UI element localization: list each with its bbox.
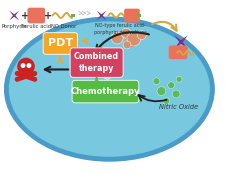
Text: +: + bbox=[21, 11, 29, 21]
Text: NO Donor: NO Donor bbox=[51, 24, 76, 29]
Polygon shape bbox=[9, 11, 19, 20]
FancyBboxPatch shape bbox=[43, 33, 78, 54]
FancyBboxPatch shape bbox=[72, 80, 139, 103]
Ellipse shape bbox=[9, 21, 210, 157]
Circle shape bbox=[157, 87, 166, 95]
Circle shape bbox=[163, 98, 170, 104]
FancyBboxPatch shape bbox=[124, 9, 140, 22]
Circle shape bbox=[27, 63, 31, 68]
Bar bbox=[138, 14, 141, 17]
Circle shape bbox=[176, 76, 182, 82]
Circle shape bbox=[33, 77, 37, 81]
Text: Combined
therapy: Combined therapy bbox=[74, 52, 119, 73]
Circle shape bbox=[123, 41, 131, 49]
Circle shape bbox=[21, 63, 25, 68]
Circle shape bbox=[103, 71, 111, 79]
Text: Ferulic acid: Ferulic acid bbox=[21, 24, 51, 29]
Circle shape bbox=[121, 28, 131, 38]
Circle shape bbox=[15, 77, 19, 81]
Polygon shape bbox=[97, 11, 106, 20]
Circle shape bbox=[98, 64, 105, 71]
Circle shape bbox=[168, 82, 175, 89]
Circle shape bbox=[137, 31, 146, 40]
Polygon shape bbox=[174, 35, 188, 49]
Circle shape bbox=[15, 71, 19, 76]
Circle shape bbox=[153, 78, 160, 85]
FancyBboxPatch shape bbox=[20, 67, 32, 73]
Text: >>>: >>> bbox=[78, 10, 92, 19]
Text: Chemotherapy: Chemotherapy bbox=[71, 87, 140, 96]
FancyBboxPatch shape bbox=[70, 48, 123, 77]
Circle shape bbox=[127, 32, 141, 46]
Circle shape bbox=[33, 71, 37, 76]
FancyBboxPatch shape bbox=[169, 45, 187, 59]
Ellipse shape bbox=[4, 16, 215, 162]
FancyBboxPatch shape bbox=[27, 8, 45, 23]
Bar bbox=[71, 14, 75, 17]
Text: PDT: PDT bbox=[48, 39, 73, 49]
Text: NO-type ferulic acid-
porphyrin derivatives: NO-type ferulic acid- porphyrin derivati… bbox=[94, 23, 147, 35]
Text: Porphyrin: Porphyrin bbox=[2, 24, 27, 29]
Text: Nitric Oxide: Nitric Oxide bbox=[159, 104, 199, 110]
Circle shape bbox=[106, 58, 113, 66]
Circle shape bbox=[172, 90, 180, 98]
Text: +: + bbox=[45, 11, 53, 21]
Circle shape bbox=[112, 65, 119, 72]
Circle shape bbox=[17, 58, 35, 75]
Circle shape bbox=[111, 32, 123, 44]
